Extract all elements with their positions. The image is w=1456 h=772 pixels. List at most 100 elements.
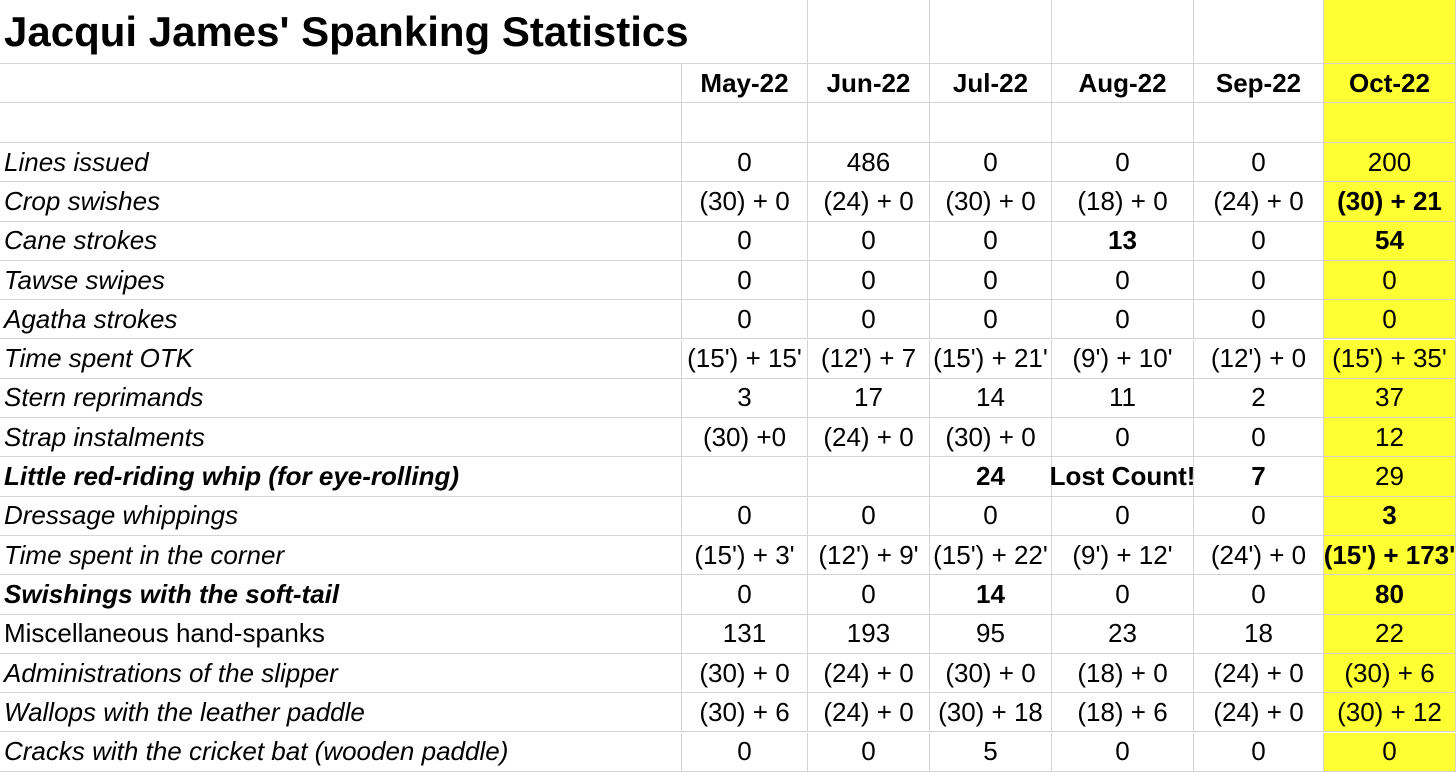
value-cell-aug[interactable]: Lost Count! bbox=[1050, 457, 1195, 497]
sheet-title[interactable]: Jacqui James' Spanking Statistics bbox=[0, 0, 689, 64]
row-label[interactable]: Time spent in the corner bbox=[0, 536, 682, 576]
row-label[interactable]: Swishings with the soft-tail bbox=[0, 575, 682, 615]
value-cell-may[interactable]: 0 bbox=[682, 260, 808, 301]
value-cell-oct[interactable]: (30) + 12 bbox=[1324, 693, 1456, 733]
row-label[interactable]: Miscellaneous hand-spanks bbox=[0, 614, 682, 654]
row-label[interactable]: Little red-riding whip (for eye-rolling) bbox=[0, 457, 682, 497]
value-cell-oct[interactable]: (15') + 35' bbox=[1324, 339, 1456, 379]
month-header-oct[interactable]: Oct-22 bbox=[1324, 64, 1456, 103]
value-cell-jul[interactable]: 14 bbox=[930, 575, 1052, 615]
value-cell-may[interactable]: (30) +0 bbox=[682, 418, 808, 458]
value-cell-sep[interactable]: 0 bbox=[1194, 300, 1324, 340]
value-cell-jun[interactable]: 486 bbox=[808, 143, 930, 183]
month-header-jul[interactable]: Jul-22 bbox=[930, 64, 1052, 103]
row-label[interactable]: Cracks with the cricket bat (wooden padd… bbox=[0, 732, 682, 772]
value-cell-jul[interactable]: (30) + 0 bbox=[930, 653, 1052, 694]
empty-cell[interactable] bbox=[1052, 103, 1194, 143]
value-cell-sep[interactable]: (24') + 0 bbox=[1194, 536, 1324, 576]
value-cell-oct[interactable]: 200 bbox=[1324, 143, 1456, 183]
value-cell-may[interactable]: 3 bbox=[682, 378, 808, 419]
row-label[interactable]: Tawse swipes bbox=[0, 260, 682, 301]
value-cell-sep[interactable]: 0 bbox=[1194, 732, 1324, 772]
value-cell-may[interactable]: (30) + 6 bbox=[682, 693, 808, 733]
value-cell-may[interactable]: 0 bbox=[682, 221, 808, 261]
value-cell-may[interactable]: (15') + 15' bbox=[682, 339, 808, 379]
empty-cell-highlighted[interactable] bbox=[1324, 0, 1456, 64]
value-cell-sep[interactable]: 0 bbox=[1194, 143, 1324, 183]
value-cell-oct[interactable]: 29 bbox=[1324, 457, 1456, 497]
value-cell-aug[interactable]: (9') + 10' bbox=[1052, 339, 1194, 379]
value-cell-oct[interactable]: 37 bbox=[1324, 378, 1456, 419]
value-cell-sep[interactable]: 2 bbox=[1194, 378, 1324, 419]
value-cell-aug[interactable]: (18) + 0 bbox=[1052, 182, 1194, 222]
value-cell-jul[interactable]: 24 bbox=[930, 457, 1052, 497]
row-label[interactable]: Time spent OTK bbox=[0, 339, 682, 379]
value-cell-may[interactable]: 131 bbox=[682, 614, 808, 654]
value-cell-sep[interactable]: (24) + 0 bbox=[1194, 693, 1324, 733]
value-cell-aug[interactable]: 0 bbox=[1052, 260, 1194, 301]
value-cell-may[interactable]: (15') + 3' bbox=[682, 536, 808, 576]
value-cell-jul[interactable]: (30) + 18 bbox=[930, 693, 1052, 733]
empty-cell[interactable] bbox=[1194, 0, 1324, 64]
empty-cell[interactable] bbox=[0, 64, 682, 103]
value-cell-sep[interactable]: (24) + 0 bbox=[1194, 182, 1324, 222]
value-cell-oct[interactable]: 0 bbox=[1324, 300, 1456, 340]
value-cell-jun[interactable]: 17 bbox=[808, 378, 930, 419]
value-cell-oct[interactable]: 54 bbox=[1324, 221, 1456, 261]
month-header-aug[interactable]: Aug-22 bbox=[1052, 64, 1194, 103]
value-cell-jul[interactable]: 0 bbox=[930, 221, 1052, 261]
empty-cell[interactable] bbox=[808, 0, 930, 64]
value-cell-aug[interactable]: 11 bbox=[1052, 378, 1194, 419]
value-cell-sep[interactable]: (12') + 0 bbox=[1194, 339, 1324, 379]
value-cell-aug[interactable]: 13 bbox=[1052, 221, 1194, 261]
value-cell-jun[interactable]: 0 bbox=[808, 496, 930, 536]
value-cell-jul[interactable]: 0 bbox=[930, 143, 1052, 183]
value-cell-oct[interactable]: 0 bbox=[1324, 260, 1456, 301]
value-cell-jun[interactable]: (12') + 7 bbox=[808, 339, 930, 379]
value-cell-aug[interactable]: (9') + 12' bbox=[1052, 536, 1194, 576]
value-cell-may[interactable]: 0 bbox=[682, 732, 808, 772]
value-cell-oct[interactable]: (30) + 6 bbox=[1324, 653, 1456, 694]
value-cell-aug[interactable]: 0 bbox=[1052, 732, 1194, 772]
row-label[interactable]: Dressage whippings bbox=[0, 496, 682, 536]
empty-cell-highlighted[interactable] bbox=[1324, 103, 1456, 143]
value-cell-aug[interactable]: 0 bbox=[1052, 300, 1194, 340]
value-cell-jul[interactable]: 14 bbox=[930, 378, 1052, 419]
value-cell-may[interactable]: 0 bbox=[682, 143, 808, 183]
value-cell-oct[interactable]: (15') + 173' bbox=[1324, 536, 1456, 576]
value-cell-may[interactable]: (30) + 0 bbox=[682, 653, 808, 694]
value-cell-jun[interactable]: 0 bbox=[808, 221, 930, 261]
month-header-may[interactable]: May-22 bbox=[682, 64, 808, 103]
month-header-jun[interactable]: Jun-22 bbox=[808, 64, 930, 103]
row-label[interactable]: Stern reprimands bbox=[0, 378, 682, 419]
row-label[interactable]: Administrations of the slipper bbox=[0, 653, 682, 694]
value-cell-jul[interactable]: 5 bbox=[930, 732, 1052, 772]
empty-cell[interactable] bbox=[930, 0, 1052, 64]
value-cell-jul[interactable]: 0 bbox=[930, 496, 1052, 536]
value-cell-oct[interactable]: (30) + 21 bbox=[1324, 182, 1456, 222]
value-cell-aug[interactable]: 0 bbox=[1052, 496, 1194, 536]
row-label[interactable]: Cane strokes bbox=[0, 221, 682, 261]
value-cell-jun[interactable]: 0 bbox=[808, 260, 930, 301]
value-cell-jul[interactable]: (15') + 22' bbox=[930, 536, 1052, 576]
value-cell-sep[interactable]: 0 bbox=[1194, 418, 1324, 458]
value-cell-aug[interactable]: (18) + 6 bbox=[1052, 693, 1194, 733]
value-cell-may[interactable]: 0 bbox=[682, 496, 808, 536]
value-cell-jun[interactable]: 0 bbox=[808, 300, 930, 340]
value-cell-sep[interactable]: 0 bbox=[1194, 575, 1324, 615]
value-cell-aug[interactable]: 0 bbox=[1052, 143, 1194, 183]
value-cell-sep[interactable]: 7 bbox=[1194, 457, 1324, 497]
value-cell-jul[interactable]: (30) + 0 bbox=[930, 182, 1052, 222]
value-cell-oct[interactable]: 80 bbox=[1324, 575, 1456, 615]
value-cell-oct[interactable]: 0 bbox=[1324, 732, 1456, 772]
empty-cell[interactable] bbox=[808, 103, 930, 143]
empty-cell[interactable] bbox=[0, 103, 682, 143]
value-cell-jul[interactable]: 95 bbox=[930, 614, 1052, 654]
value-cell-sep[interactable]: 0 bbox=[1194, 496, 1324, 536]
empty-cell[interactable] bbox=[1194, 103, 1324, 143]
value-cell-jul[interactable]: (15') + 21' bbox=[930, 339, 1052, 379]
value-cell-jun[interactable] bbox=[808, 457, 930, 497]
value-cell-aug[interactable]: 0 bbox=[1052, 575, 1194, 615]
value-cell-aug[interactable]: 0 bbox=[1052, 418, 1194, 458]
value-cell-jul[interactable]: (30) + 0 bbox=[930, 418, 1052, 458]
